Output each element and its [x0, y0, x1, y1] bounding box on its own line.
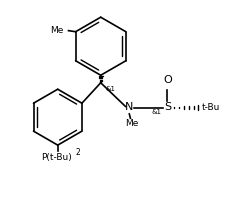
Text: P(t-Bu): P(t-Bu): [41, 153, 72, 162]
Text: Me: Me: [125, 119, 138, 128]
Text: t-Bu: t-Bu: [202, 103, 220, 112]
Text: &1: &1: [151, 109, 161, 115]
Text: Me: Me: [50, 26, 63, 35]
Text: 2: 2: [75, 148, 80, 157]
Text: &1: &1: [106, 86, 116, 92]
Text: S: S: [164, 103, 171, 112]
Text: N: N: [125, 103, 134, 112]
Text: O: O: [163, 75, 172, 85]
